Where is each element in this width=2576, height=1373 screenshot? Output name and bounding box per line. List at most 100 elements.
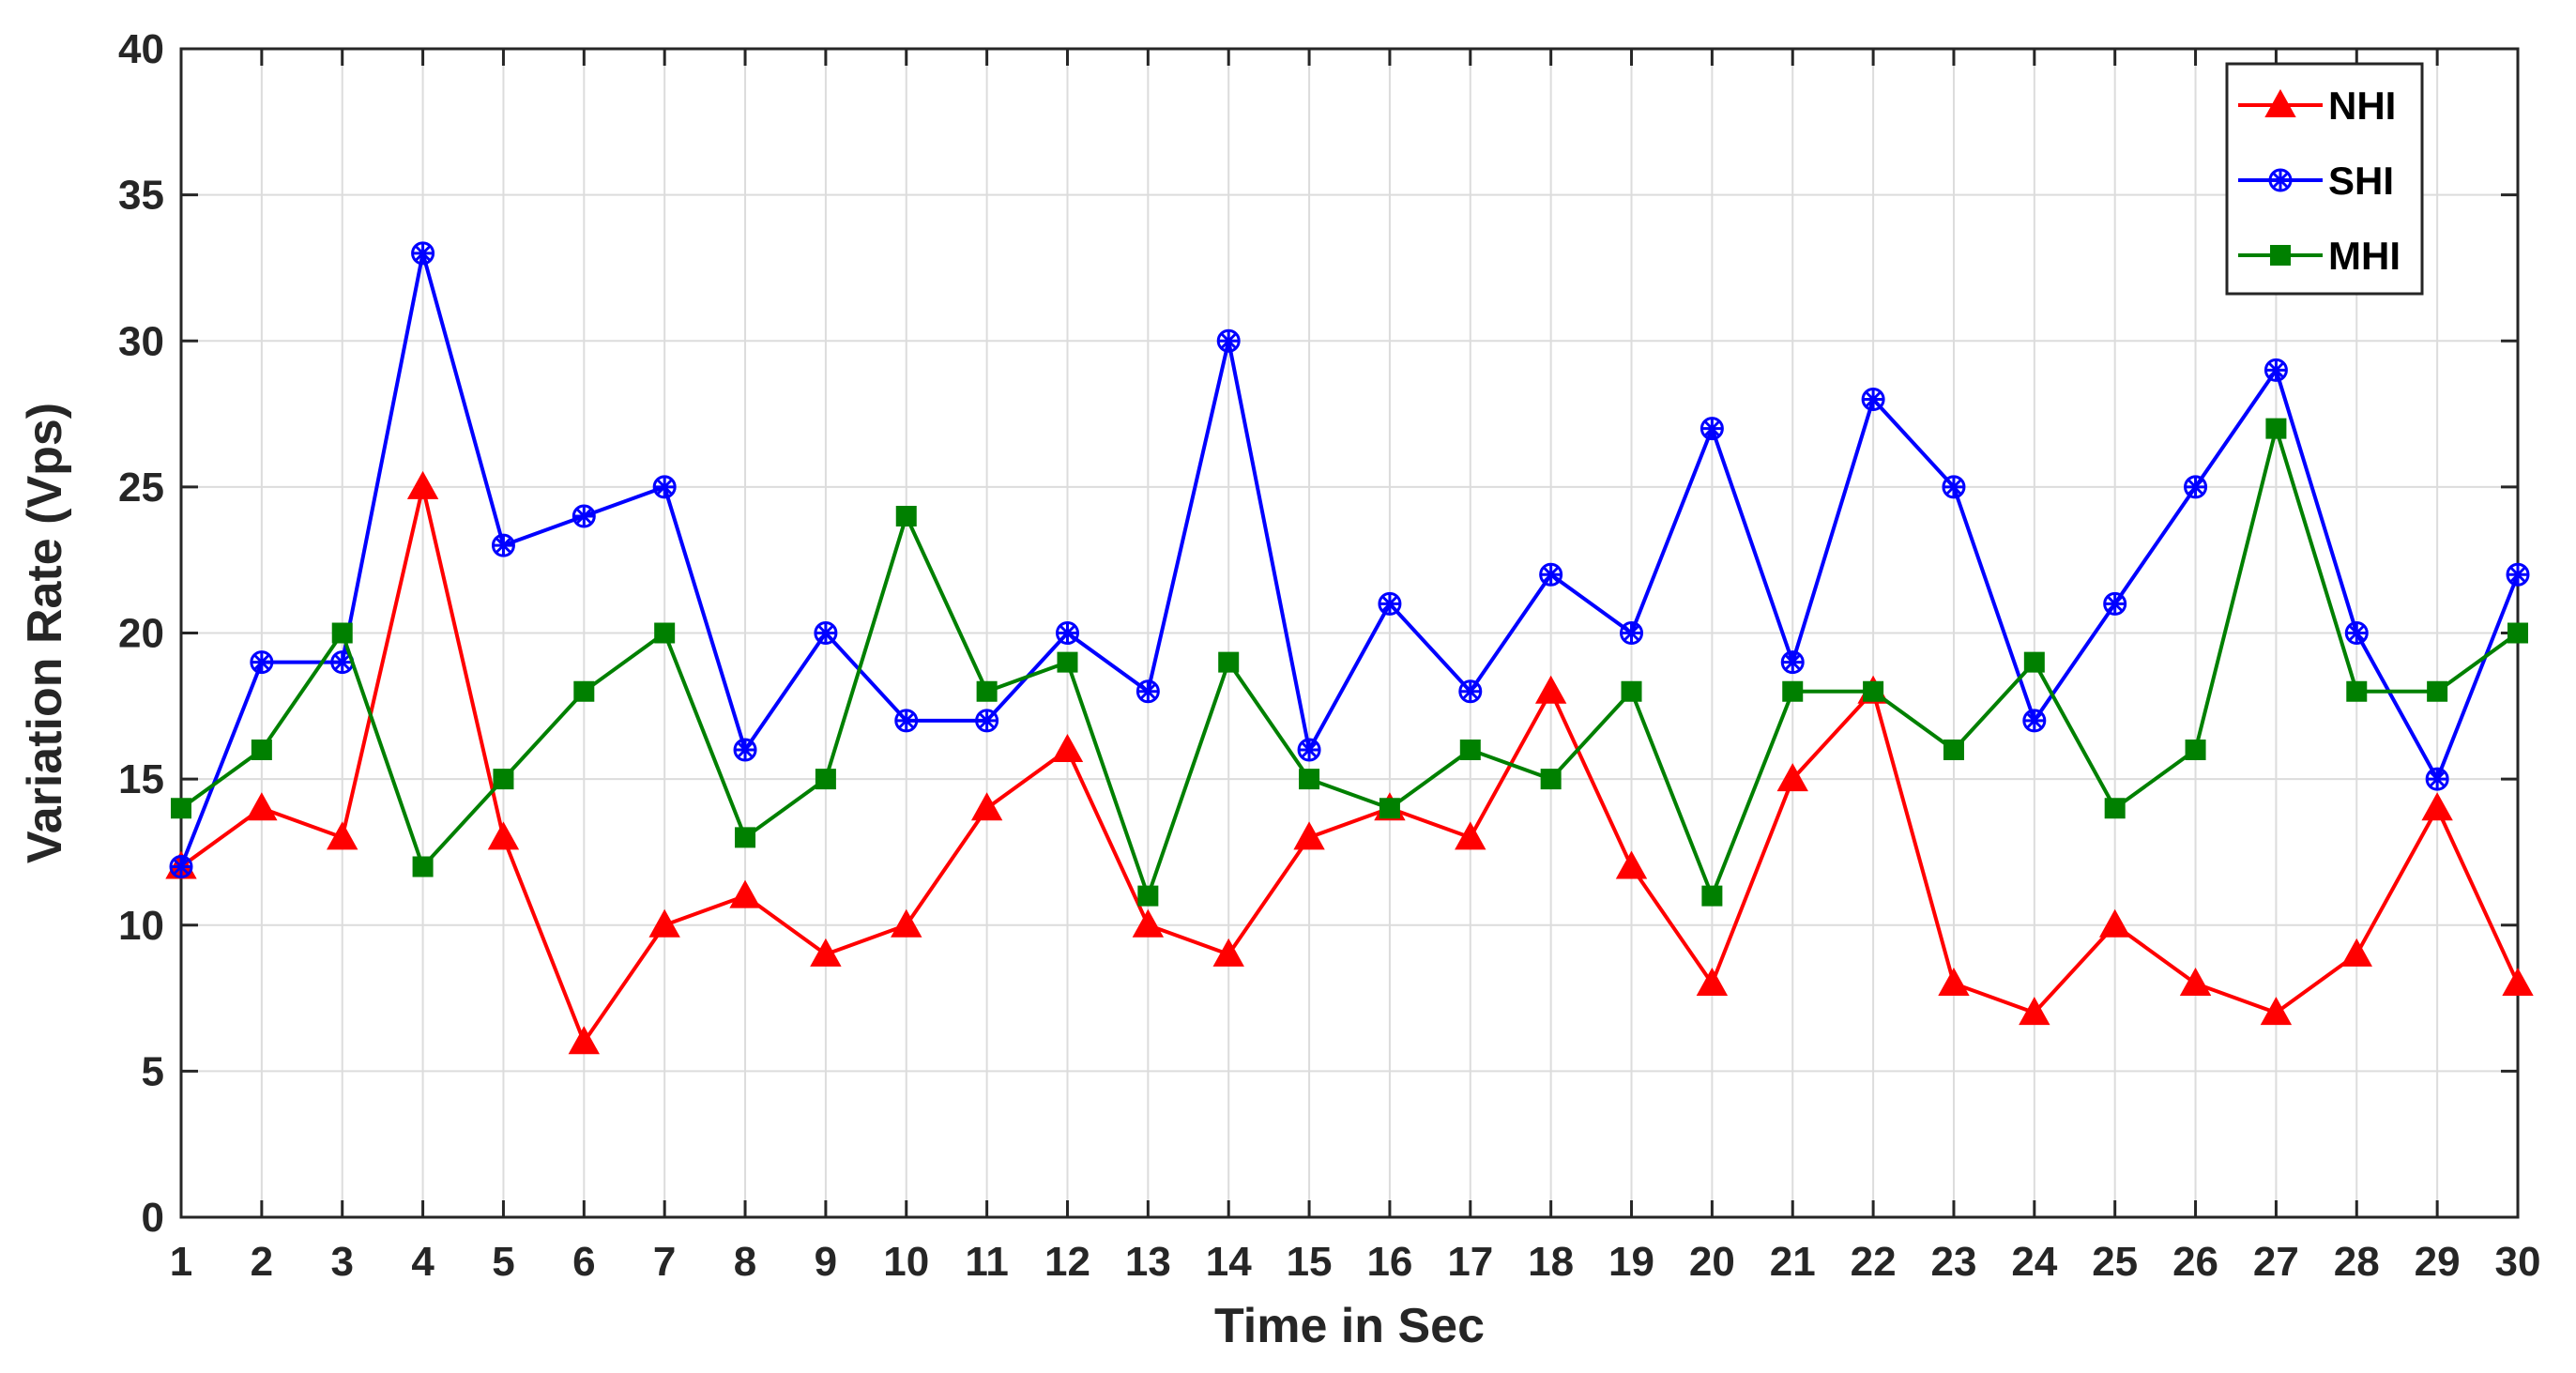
data-point-mhi <box>1943 740 1964 760</box>
y-tick-label: 10 <box>118 903 164 949</box>
triangle-marker-shape <box>1051 733 1084 762</box>
asterisk-stroke <box>2187 478 2204 496</box>
x-tick-label: 30 <box>2495 1239 2541 1285</box>
legend-item-nhi: NHI <box>2238 84 2396 128</box>
square-marker-shape <box>2346 680 2368 702</box>
y-tick-label: 40 <box>118 26 164 72</box>
asterisk-stroke <box>1380 595 1398 613</box>
x-axis-title: Time in Sec <box>1214 1299 1485 1353</box>
data-point-nhi <box>2179 967 2212 996</box>
data-point-mhi <box>2104 798 2126 819</box>
series-shi <box>169 241 2530 878</box>
data-point-nhi <box>1615 850 1648 879</box>
series <box>165 241 2534 1055</box>
data-point-shi <box>1620 621 1644 645</box>
square-marker-shape <box>976 680 998 702</box>
square-marker-shape <box>1218 651 1240 673</box>
data-point-shi <box>2184 475 2208 499</box>
data-point-mhi <box>2185 740 2206 760</box>
data-point-mhi <box>2265 418 2287 439</box>
square-marker-shape <box>331 622 353 644</box>
triangle-marker-shape <box>568 1026 601 1055</box>
asterisk-stroke <box>1623 624 1640 642</box>
square-marker-shape <box>1057 651 1078 673</box>
triangle-marker-shape <box>2098 908 2131 938</box>
triangle-marker-shape <box>1212 938 1244 967</box>
triangle-marker-shape <box>2421 792 2453 821</box>
asterisk-stroke <box>816 624 834 642</box>
triangle-marker-shape <box>1293 821 1325 850</box>
data-point-nhi <box>970 792 1003 821</box>
data-point-nhi <box>1534 675 1567 704</box>
data-point-shi <box>250 650 274 675</box>
triangle-marker-shape <box>406 470 439 499</box>
data-point-shi <box>1539 562 1563 587</box>
data-point-mhi <box>815 769 836 790</box>
triangle-marker-shape <box>648 908 680 938</box>
data-point-nhi <box>1455 821 1486 850</box>
y-tick-label: 35 <box>118 173 164 219</box>
triangle-marker-shape <box>487 821 520 850</box>
data-point-nhi <box>406 470 439 499</box>
asterisk-stroke <box>2508 566 2527 584</box>
data-point-mhi <box>1621 680 1642 702</box>
asterisk-stroke <box>495 537 512 555</box>
x-tick-label: 19 <box>1608 1239 1654 1285</box>
data-point-nhi <box>1051 733 1084 762</box>
triangle-marker-shape <box>1938 967 1970 996</box>
triangle-marker-shape <box>1615 850 1648 879</box>
x-tick-label: 28 <box>2334 1239 2380 1285</box>
y-tick-label: 0 <box>142 1195 164 1241</box>
data-point-mhi <box>1218 651 1240 673</box>
square-marker-shape <box>493 769 514 790</box>
square-marker-shape <box>1459 740 1481 760</box>
square-marker-shape <box>412 856 434 877</box>
data-point-shi <box>1216 328 1241 353</box>
data-point-shi <box>733 738 757 762</box>
asterisk-stroke <box>1059 624 1076 642</box>
square-marker-shape <box>815 769 836 790</box>
x-tick-label: 23 <box>1930 1239 1976 1285</box>
triangle-marker-shape <box>1132 908 1165 938</box>
data-point-shi <box>1378 591 1402 616</box>
asterisk-stroke <box>2271 171 2290 190</box>
data-point-shi <box>652 475 677 499</box>
data-point-nhi <box>648 908 680 938</box>
asterisk-stroke <box>333 653 351 671</box>
square-marker-shape <box>1863 680 1884 702</box>
data-point-nhi <box>2421 792 2453 821</box>
y-tick-label: 30 <box>118 318 164 364</box>
x-tick-label: 14 <box>1206 1239 1252 1285</box>
square-marker-shape <box>1299 769 1320 790</box>
data-point-shi <box>2425 767 2449 791</box>
asterisk-stroke <box>1301 740 1318 759</box>
data-point-mhi <box>2023 651 2045 673</box>
square-marker-shape <box>1137 885 1159 907</box>
data-point-nhi <box>327 821 358 850</box>
data-point-mhi <box>573 680 595 702</box>
square-marker-shape <box>735 827 756 848</box>
data-point-mhi <box>412 856 434 877</box>
data-point-mhi <box>1863 680 1884 702</box>
data-point-nhi <box>729 879 761 908</box>
data-point-shi <box>169 855 193 878</box>
x-tick-label: 22 <box>1851 1239 1897 1285</box>
data-point-shi <box>1458 679 1483 704</box>
x-tick-label: 18 <box>1528 1239 1574 1285</box>
data-point-nhi <box>2098 908 2131 938</box>
asterisk-stroke <box>656 478 674 496</box>
data-point-mhi <box>1057 651 1078 673</box>
asterisk-stroke <box>2267 361 2285 379</box>
series-mhi <box>171 418 2528 907</box>
y-tick-label: 15 <box>118 756 164 802</box>
data-point-shi <box>1942 475 1966 499</box>
legend-marker-shi <box>2268 168 2293 192</box>
data-point-mhi <box>2346 680 2368 702</box>
triangle-marker-shape <box>1696 967 1729 996</box>
data-point-shi <box>1861 388 1885 411</box>
data-point-nhi <box>2340 938 2372 967</box>
legend-item-shi: SHI <box>2238 159 2394 203</box>
x-tick-label: 24 <box>2011 1239 2057 1285</box>
x-tick-label: 3 <box>330 1239 353 1285</box>
